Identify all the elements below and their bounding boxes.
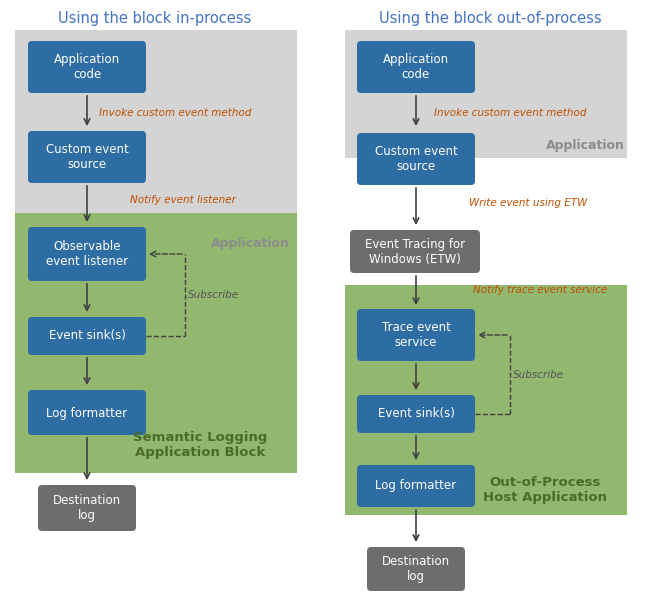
Text: Log formatter: Log formatter <box>375 479 456 493</box>
FancyBboxPatch shape <box>367 547 465 591</box>
Text: Application
code: Application code <box>54 53 120 81</box>
Text: Event sink(s): Event sink(s) <box>48 329 125 343</box>
Text: Write event using ETW: Write event using ETW <box>469 198 587 208</box>
FancyBboxPatch shape <box>28 317 146 355</box>
Text: Application: Application <box>545 139 624 151</box>
Text: Using the block in-process: Using the block in-process <box>58 10 251 25</box>
FancyBboxPatch shape <box>28 131 146 183</box>
FancyBboxPatch shape <box>28 390 146 435</box>
FancyBboxPatch shape <box>350 230 480 273</box>
FancyBboxPatch shape <box>357 395 475 433</box>
Text: Application
code: Application code <box>383 53 449 81</box>
FancyBboxPatch shape <box>28 227 146 281</box>
Text: Invoke custom event method: Invoke custom event method <box>99 108 251 118</box>
Text: Log formatter: Log formatter <box>46 406 127 420</box>
Text: Custom event
source: Custom event source <box>46 143 129 171</box>
FancyBboxPatch shape <box>28 41 146 93</box>
Text: Invoke custom event method: Invoke custom event method <box>434 108 586 118</box>
Bar <box>15 30 297 258</box>
FancyBboxPatch shape <box>357 309 475 361</box>
Text: Application: Application <box>210 236 289 250</box>
Text: Event Tracing for
Windows (ETW): Event Tracing for Windows (ETW) <box>365 238 465 266</box>
Bar <box>345 30 627 158</box>
Text: Notify trace event service: Notify trace event service <box>473 285 607 295</box>
FancyBboxPatch shape <box>357 41 475 93</box>
Text: Destination
log: Destination log <box>53 494 121 522</box>
FancyBboxPatch shape <box>357 465 475 507</box>
Text: Event sink(s): Event sink(s) <box>377 408 454 420</box>
Text: Out-of-Process
Host Application: Out-of-Process Host Application <box>483 476 607 504</box>
Bar <box>345 285 627 515</box>
Text: Subscribe: Subscribe <box>513 370 564 380</box>
FancyBboxPatch shape <box>38 485 136 531</box>
Text: Observable
event listener: Observable event listener <box>46 240 128 268</box>
Text: Trace event
service: Trace event service <box>381 321 451 349</box>
FancyBboxPatch shape <box>357 133 475 185</box>
Text: Custom event
source: Custom event source <box>375 145 457 173</box>
Text: Notify event listener: Notify event listener <box>130 195 236 205</box>
Text: Semantic Logging
Application Block: Semantic Logging Application Block <box>133 431 267 459</box>
Text: Destination
log: Destination log <box>382 555 450 583</box>
Text: Subscribe: Subscribe <box>188 290 239 300</box>
Bar <box>15 213 297 473</box>
Text: Using the block out-of-process: Using the block out-of-process <box>379 10 601 25</box>
